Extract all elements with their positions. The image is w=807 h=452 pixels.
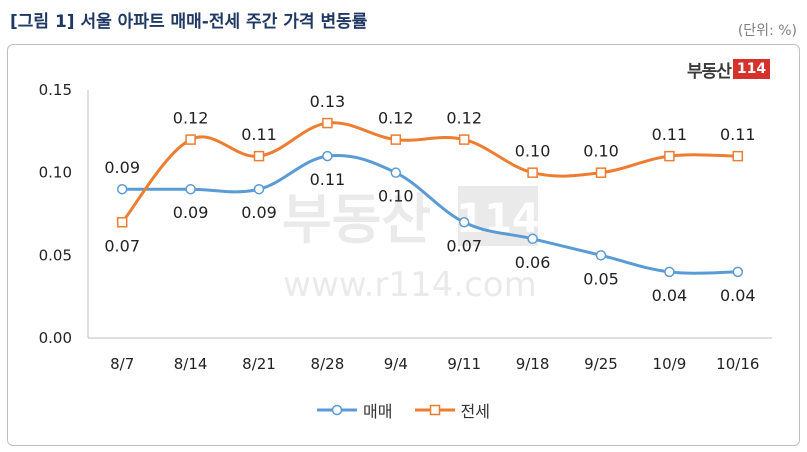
sale-point (527, 233, 538, 245)
x-tick-label: 9/25 (584, 355, 618, 373)
legend-sale-swatch (317, 404, 358, 416)
sale-data-label: 0.09 (241, 203, 277, 222)
sale-point (116, 183, 128, 195)
sale-point (322, 150, 333, 162)
sale-data-label: 0.04 (720, 286, 756, 305)
jeonse-point (664, 150, 675, 162)
watermark-url: www.r114.com (283, 265, 536, 305)
sale-point (253, 183, 265, 195)
jeonse-data-label: 0.12 (173, 109, 209, 128)
jeonse-data-label: 0.07 (104, 236, 140, 255)
watermark-logo-text: 부동산 (282, 188, 431, 251)
jeonse-data-label: 0.11 (652, 125, 688, 144)
y-tick-label: 0.05 (39, 246, 72, 264)
watermark: 부동산 114 www.r114.com (282, 186, 540, 305)
jeonse-data-label: 0.10 (515, 142, 551, 161)
legend-jeonse-label: 전세 (460, 402, 490, 421)
x-tick-label: 8/7 (110, 355, 134, 373)
sale-point (664, 266, 675, 278)
jeonse-point (732, 150, 744, 162)
logo-badge: 114 (732, 59, 771, 79)
x-tick-label: 9/4 (384, 355, 408, 373)
x-tick-label: 9/11 (447, 355, 481, 373)
logo-text: 부동산 (687, 61, 732, 82)
jeonse-point (116, 217, 128, 228)
sale-data-label: 0.04 (652, 286, 688, 305)
jeonse-point (185, 134, 196, 145)
jeonse-point (527, 167, 538, 178)
chart-frame (7, 44, 800, 446)
legend-item-jeonse: 전세 (414, 398, 490, 422)
sale-point (458, 217, 470, 228)
jeonse-series-line (120, 121, 740, 224)
x-tick-label: 10/9 (653, 355, 687, 373)
jeonse-point (458, 134, 470, 145)
jeonse-data-label: 0.11 (720, 125, 756, 144)
unit-label: (단위: %) (737, 23, 797, 39)
x-tick-label: 9/18 (516, 355, 550, 373)
jeonse-data-label: 0.10 (583, 142, 619, 161)
watermark-logo-badge: 114 (456, 196, 540, 242)
y-tick-label: 0.10 (39, 164, 72, 182)
sale-series-line (120, 154, 740, 275)
jeonse-point (390, 134, 402, 145)
x-tick-label: 8/14 (174, 355, 208, 373)
sale-point (595, 250, 607, 261)
figure-title: [그림 1] 서울 아파트 매매-전세 주간 가격 변동률 (10, 12, 368, 32)
sale-data-label: 0.06 (515, 253, 551, 272)
jeonse-data-label: 0.12 (378, 109, 414, 128)
y-tick-label: 0.00 (39, 329, 72, 347)
sale-data-label: 0.05 (583, 269, 619, 288)
legend-sale-label: 매매 (363, 402, 393, 421)
jeonse-point (253, 150, 265, 162)
x-tick-label: 8/28 (311, 355, 345, 373)
x-tick-label: 10/16 (716, 355, 759, 373)
sale-point (732, 266, 744, 278)
y-tick-label: 0.15 (39, 81, 72, 99)
sale-point (185, 183, 196, 195)
sale-data-label: 0.11 (310, 170, 346, 189)
jeonse-point (595, 167, 607, 178)
sale-data-label: 0.09 (104, 158, 140, 177)
jeonse-data-label: 0.11 (241, 125, 277, 144)
x-tick-label: 8/21 (242, 355, 276, 373)
sale-data-label: 0.07 (446, 236, 482, 255)
jeonse-data-label: 0.12 (446, 109, 482, 128)
jeonse-point (322, 117, 333, 129)
legend: 매매 전세 (0, 398, 807, 422)
legend-item-sale: 매매 (317, 398, 393, 422)
sale-data-label: 0.09 (173, 203, 209, 222)
sale-point (390, 167, 402, 178)
sale-data-label: 0.10 (378, 187, 414, 206)
brand-logo: 부동산 114 (687, 57, 771, 82)
legend-jeonse-swatch (414, 404, 455, 416)
jeonse-data-label: 0.13 (310, 92, 346, 111)
